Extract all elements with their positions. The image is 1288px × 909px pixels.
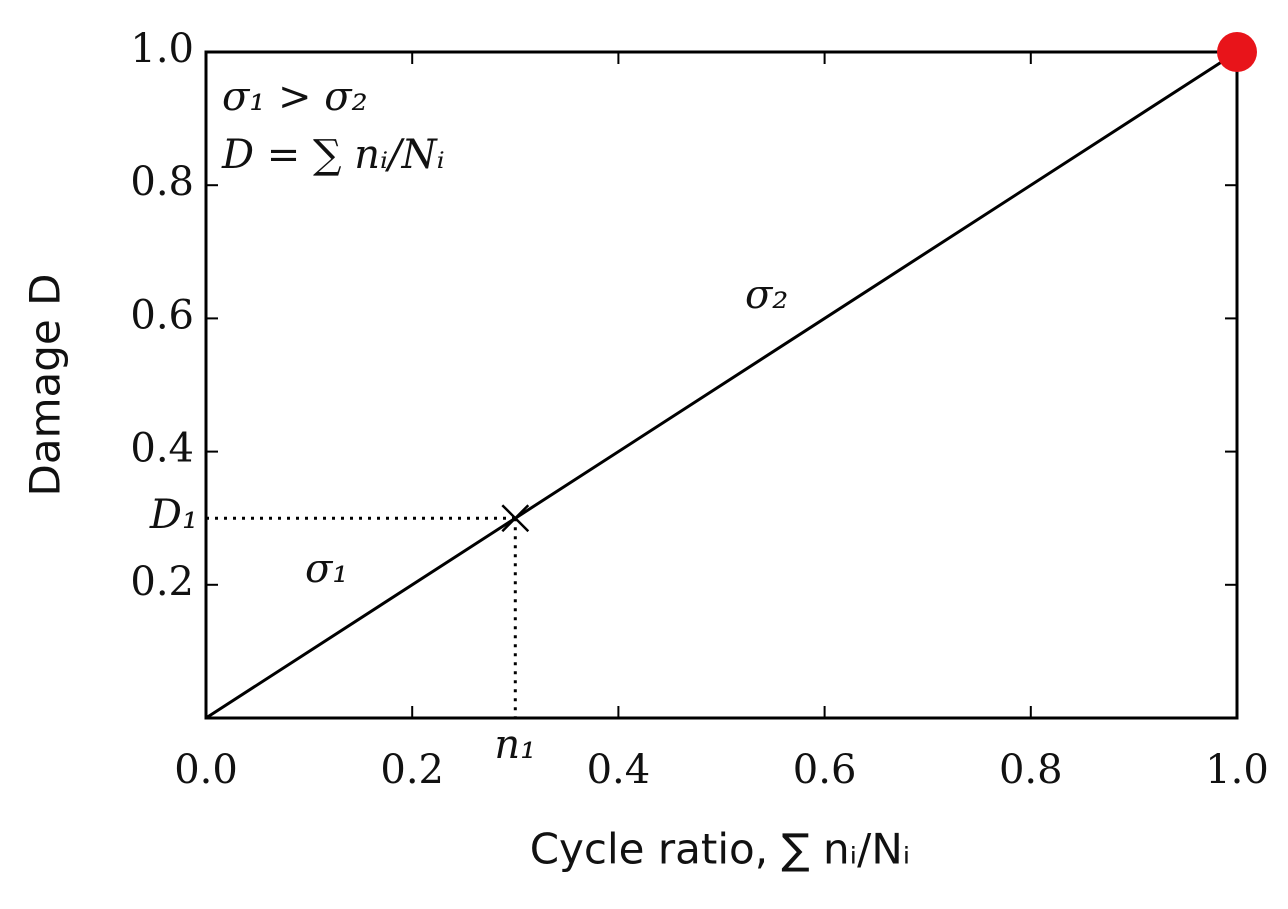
x-tick-label: 0.0 xyxy=(174,747,238,793)
x-tick-label: 0.2 xyxy=(380,747,444,793)
x-tick-label: 1.0 xyxy=(1205,747,1269,793)
marker-x-label: n₁ xyxy=(494,722,536,768)
annotation: D = ∑ nᵢ/Nᵢ xyxy=(221,132,445,178)
annotation: σ₂ xyxy=(745,272,788,318)
y-tick-label: 0.6 xyxy=(130,292,194,338)
y-axis-label: Damage D xyxy=(21,274,70,497)
plot-frame xyxy=(204,50,1239,720)
x-tick-label: 0.6 xyxy=(793,747,857,793)
x-tick-label: 0.4 xyxy=(587,747,651,793)
x-axis-label: Cycle ratio, ∑ nᵢ/Nᵢ xyxy=(530,825,911,874)
y-tick-label: 0.2 xyxy=(130,559,194,605)
marker-x xyxy=(501,504,530,533)
y-tick-label: 0.4 xyxy=(130,426,194,472)
annotation: σ₁ > σ₂ xyxy=(222,74,368,120)
marker-y-label: D₁ xyxy=(149,492,198,538)
y-tick-label: 0.8 xyxy=(130,159,194,205)
annotation: σ₁ xyxy=(305,546,348,592)
end-point xyxy=(1217,32,1257,72)
x-tick-label: 0.8 xyxy=(999,747,1063,793)
y-tick-label: 1.0 xyxy=(130,26,194,72)
